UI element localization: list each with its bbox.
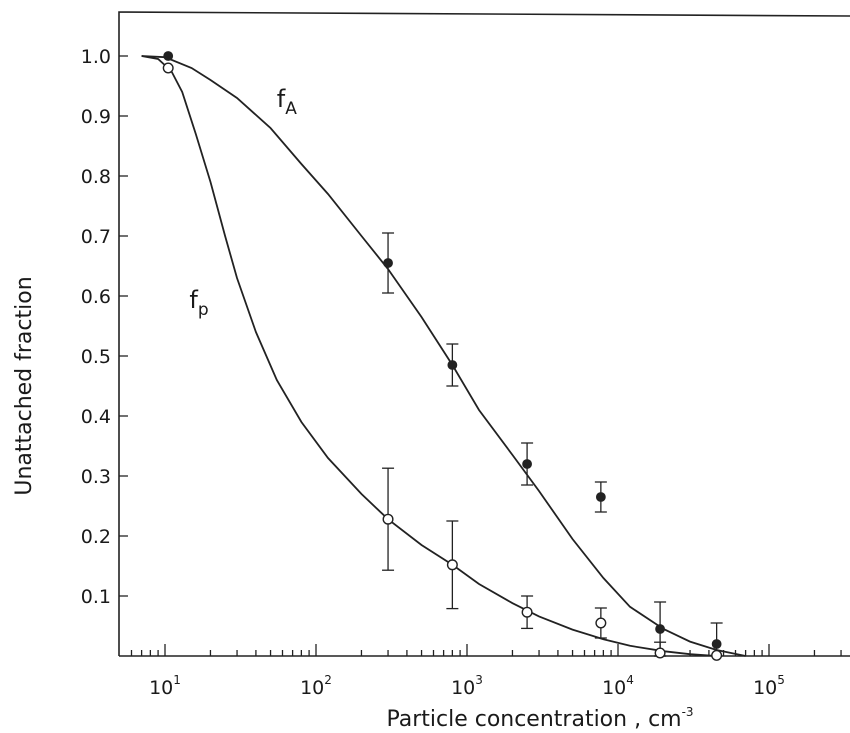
data-point-fa — [595, 492, 606, 502]
series-label-fp: fp — [189, 286, 208, 320]
x-tick-label: 101 — [149, 673, 181, 699]
x-tick-label: 102 — [300, 673, 332, 699]
y-tick-label: 0.4 — [81, 406, 111, 428]
data-point-fa — [163, 51, 174, 61]
y-axis: 0.1 0.2 0.3 0.4 0.5 0.6 0.7 0.8 0.9 1.0 — [81, 46, 128, 608]
data-point-fp — [654, 647, 666, 659]
y-tick-label: 1.0 — [81, 46, 111, 68]
data-point-fa — [447, 360, 458, 370]
y-tick-label: 0.8 — [81, 166, 111, 188]
data-point-fa — [711, 639, 722, 649]
data-point-fa — [383, 258, 393, 268]
series-label-fa: fA — [277, 85, 297, 119]
x-axis: 101 102 103 104 105 — [130, 644, 842, 699]
curve-fa — [141, 55, 746, 657]
x-tick-label: 103 — [451, 673, 483, 699]
y-tick-label: 0.7 — [81, 226, 111, 248]
fit-curves — [141, 55, 746, 657]
x-axis-title: Particle concentration , cm-3 — [386, 705, 693, 732]
data-point-fp — [446, 559, 458, 571]
y-tick-label: 0.1 — [81, 586, 111, 608]
data-point-fp — [162, 62, 174, 74]
x-tick-label: 105 — [753, 673, 785, 699]
data-point-fp — [595, 617, 607, 629]
y-tick-label: 0.3 — [81, 466, 111, 488]
curve-fp — [141, 55, 717, 657]
data-point-fa — [655, 624, 665, 634]
data-point-fa — [522, 459, 532, 469]
y-tick-label: 0.6 — [81, 286, 111, 308]
y-tick-label: 0.9 — [81, 106, 111, 128]
data-points — [162, 51, 723, 661]
y-tick-label: 0.2 — [81, 526, 111, 548]
series-labels: fA fp — [189, 85, 297, 320]
y-tick-label: 0.5 — [81, 346, 111, 368]
data-point-fp — [711, 649, 723, 661]
plot-frame — [118, 11, 850, 656]
x-tick-label: 104 — [602, 673, 634, 699]
y-axis-title: Unattached fraction — [12, 276, 37, 495]
data-point-fp — [521, 606, 533, 618]
data-point-fp — [382, 513, 394, 525]
